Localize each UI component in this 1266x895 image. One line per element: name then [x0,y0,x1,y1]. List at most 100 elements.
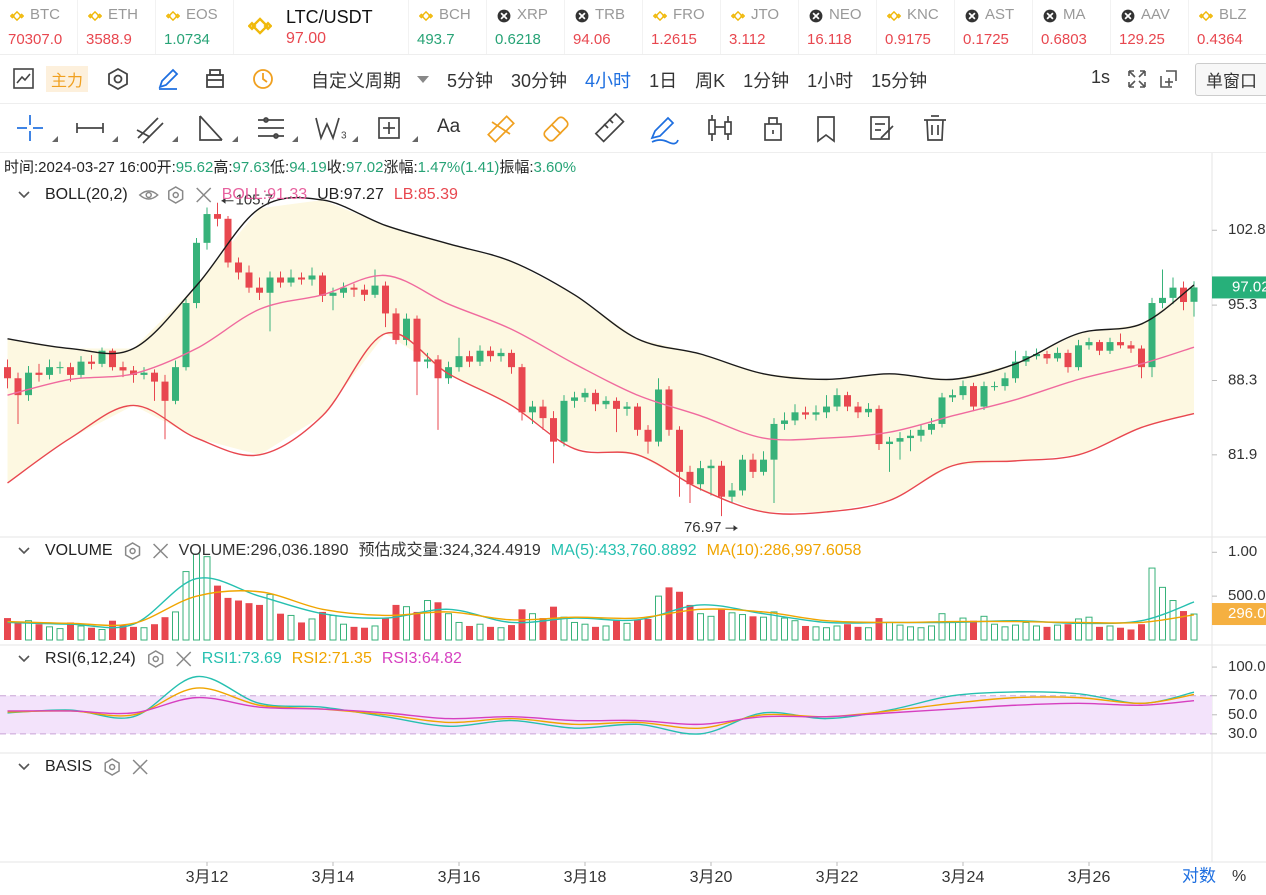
indicator-value: RSI2:71.35 [292,650,372,667]
ticker[interactable]: ETH 3588.9 [78,0,156,54]
settings-icon[interactable] [104,758,120,776]
info-label: 振幅: [499,159,533,176]
x-tick-label: 3月18 [564,869,607,886]
box-tool[interactable] [378,117,400,139]
candle-body [749,459,757,472]
dropdown-caret[interactable] [417,74,429,84]
volume-bar [77,625,85,641]
candle-body [1169,287,1177,298]
volume-bar [361,627,368,640]
indicator-line [7,274,1195,441]
ticker-price: 1.0734 [164,31,210,48]
channel-tool[interactable] [136,117,164,144]
candle-body [1138,348,1145,368]
log-toggle[interactable]: 对数 [1182,866,1216,885]
candle-body [382,285,389,314]
ticker[interactable]: JTO 3.112 [721,0,799,54]
interval[interactable]: 30分钟 [511,71,568,91]
fib-tool[interactable] [258,117,284,139]
volume-bar [938,613,946,641]
settings-icon[interactable] [124,542,141,560]
volume-bar [35,624,43,640]
x-tick-label: 3月16 [438,869,481,886]
close-icon[interactable] [132,759,148,775]
ticker[interactable]: XRP 0.6218 [487,0,565,54]
timer-icon[interactable] [251,67,275,91]
interval[interactable]: 5分钟 [447,71,494,91]
refresh-rate[interactable]: 1s [1091,67,1111,87]
crosshair-tool[interactable] [17,115,43,141]
candle-body [560,400,568,442]
interval[interactable]: 15分钟 [871,71,928,91]
interval[interactable]: 周K [695,71,726,91]
settings-icon[interactable] [148,650,164,668]
ticker-price: 16.118 [807,31,852,48]
candle-body [833,395,841,407]
ticker[interactable]: LTC/USDT 97.00 [234,0,409,54]
ticker[interactable]: BLZ 0.4364 [1189,0,1266,54]
ticker[interactable]: MA 0.6803 [1033,0,1111,54]
chart-icon[interactable] [12,67,36,91]
gear-hole [152,655,159,663]
volume-bar [676,591,683,640]
volume-bar [392,604,400,640]
wave-tool[interactable]: 3 [315,117,347,142]
interval[interactable]: 4小时 [585,71,632,91]
percent-toggle[interactable]: % [1232,868,1246,885]
custom-period[interactable]: 自定义周期 [311,71,401,91]
text-tool[interactable]: Aa [437,116,461,137]
edit-tool[interactable] [870,116,894,140]
volume-bar [340,623,347,641]
close-icon[interactable] [196,187,212,203]
ticker[interactable]: AAV 129.25 [1111,0,1189,54]
volume-bar [949,621,956,641]
interval[interactable]: 1小时 [807,71,854,91]
ticker[interactable]: TRB 94.06 [565,0,643,54]
ticker[interactable]: FRO 1.2615 [643,0,721,54]
volume-bar [1148,567,1156,641]
indicator-value: BOLL:91.33 [222,186,308,203]
window-mode[interactable]: 单窗口 [1195,63,1266,96]
angle-tool[interactable] [199,115,223,141]
interval[interactable]: 1分钟 [743,71,790,91]
ticker[interactable]: BTC 70307.0 [0,0,78,54]
volume-bar [655,595,662,641]
volume-bar [844,624,851,640]
volume-bar [802,625,809,640]
delete-tool[interactable] [924,115,946,141]
draw-icon[interactable] [156,67,180,91]
settings-icon[interactable] [168,186,184,204]
ticker[interactable]: NEO 16.118 [799,0,877,54]
candle-tool[interactable] [708,115,732,141]
volume-bar [718,608,725,640]
ticker[interactable]: KNC 0.9175 [877,0,955,54]
lock-tool[interactable] [764,117,782,141]
close-icon[interactable] [176,651,192,667]
ticker[interactable]: BCH 493.7 [409,0,487,54]
candle-body [697,468,704,485]
print-icon[interactable] [203,67,227,91]
volume-bar [445,613,452,641]
main-force[interactable]: 主力 [46,66,89,92]
candle-body [991,386,998,388]
ticker[interactable]: AST 0.1725 [955,0,1033,54]
measure-tool[interactable] [543,116,570,143]
hline-tool[interactable] [76,123,104,133]
candle-body [235,262,242,273]
range-tool[interactable] [487,115,515,143]
candle-body [760,459,767,472]
mark-tool[interactable] [817,116,835,143]
settings-icon[interactable] [106,67,130,91]
fullscreen-icon[interactable] [1126,68,1148,90]
ticker[interactable]: EOS 1.0734 [156,0,234,54]
collapse-caret [18,655,30,663]
close-icon[interactable] [153,543,169,559]
popout-icon[interactable] [1157,68,1179,90]
ticker-symbol: AAV [1141,6,1170,23]
ruler-tool[interactable] [594,112,625,143]
interval[interactable]: 1日 [649,71,678,91]
visibility-icon[interactable] [138,190,159,200]
volume-bar [182,571,190,641]
brush-tool[interactable] [650,116,679,145]
candle-body [130,370,137,375]
